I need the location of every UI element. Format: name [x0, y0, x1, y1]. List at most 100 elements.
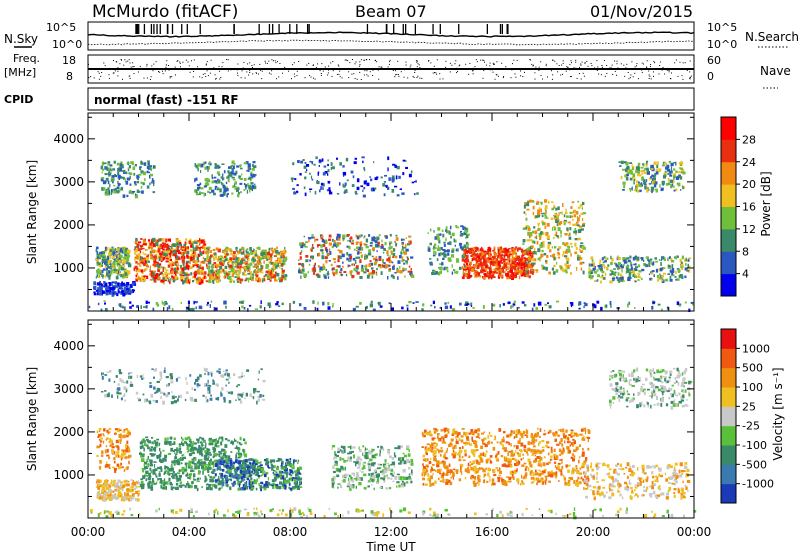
scatter-cell [279, 265, 281, 269]
scatter-cell [520, 248, 523, 253]
scatter-cell [432, 247, 436, 250]
scatter-cell [112, 494, 116, 498]
scatter-cell [362, 160, 364, 164]
scatter-cell [336, 193, 340, 195]
scatter-cell [355, 234, 357, 238]
scatter-cell [98, 274, 100, 277]
nave-dot [689, 77, 691, 79]
scatter-cell [459, 242, 463, 246]
scatter-cell [109, 439, 113, 444]
scatter-cell [479, 248, 483, 251]
scatter-cell [179, 240, 181, 243]
scatter-cell [578, 303, 580, 306]
scatter-cell [509, 247, 511, 250]
nave-dot [653, 71, 654, 73]
scatter-cell [681, 255, 684, 260]
nave-dot [575, 67, 577, 69]
scatter-cell [164, 301, 167, 304]
scatter-cell [359, 251, 363, 254]
nave-dot [552, 59, 554, 61]
scatter-cell [393, 264, 395, 267]
scatter-cell [515, 246, 518, 248]
scatter-cell [207, 273, 210, 277]
scatter-cell [108, 270, 111, 274]
scatter-cell [167, 471, 169, 475]
scatter-cell [582, 261, 585, 264]
scatter-cell [389, 233, 392, 237]
nave-dot [489, 69, 491, 71]
scatter-cell [303, 307, 307, 310]
scatter-cell [519, 272, 523, 275]
scatter-cell [369, 242, 373, 245]
scatter-cell [453, 269, 455, 271]
scatter-cell [140, 181, 143, 185]
scatter-cell [371, 267, 374, 270]
scatter-cell [101, 488, 105, 491]
scatter-cell [126, 466, 129, 469]
scatter-cell [159, 453, 162, 458]
scatter-cell [466, 243, 470, 246]
scatter-cell [218, 173, 221, 176]
scatter-cell [197, 187, 201, 190]
scatter-cell [299, 256, 302, 260]
scatter-cell [480, 256, 482, 260]
scatter-cell [306, 169, 308, 171]
scatter-cell [304, 162, 307, 164]
scatter-cell [115, 257, 118, 262]
nave-dot [428, 60, 430, 61]
scatter-cell [152, 276, 155, 280]
scatter-cell [145, 300, 148, 304]
scatter-cell [224, 273, 227, 277]
scatter-cell [109, 288, 111, 293]
scatter-cell [270, 258, 273, 262]
scatter-cell [214, 275, 218, 279]
scatter-cell [473, 257, 477, 260]
nave-dot [271, 59, 273, 61]
scatter-cell [224, 255, 227, 259]
nave-dot [266, 63, 268, 64]
scatter-cell [441, 263, 444, 266]
scatter-cell [391, 261, 394, 264]
scatter-cell [240, 260, 243, 265]
scatter-cell [127, 270, 131, 274]
scatter-cell [444, 249, 447, 253]
scatter-cell [472, 249, 474, 254]
scatter-cell [472, 264, 475, 266]
scatter-cell [134, 249, 138, 253]
scatter-cell [235, 255, 237, 260]
nave-dot [410, 68, 412, 70]
scatter-cell [643, 259, 645, 262]
scatter-cell [247, 166, 251, 170]
scatter-cell [216, 188, 220, 191]
scatter-cell [563, 214, 566, 218]
scatter-cell [327, 276, 330, 279]
scatter-cell [594, 280, 598, 282]
scatter-cell [110, 287, 113, 291]
scatter-cell [467, 250, 469, 253]
scatter-cell [123, 496, 127, 500]
scatter-cell [371, 255, 374, 258]
scatter-cell [341, 265, 344, 268]
nave-dot [111, 69, 113, 70]
scatter-cell [124, 492, 126, 496]
scatter-cell [463, 244, 467, 249]
scatter-cell [110, 283, 113, 286]
scatter-cell [368, 249, 372, 253]
freq-unit: [MHz] [4, 66, 36, 79]
scatter-cell [510, 266, 514, 269]
scatter-cell [404, 268, 407, 271]
scatter-cell [123, 268, 125, 271]
scatter-cell [681, 168, 685, 173]
scatter-cell [494, 263, 498, 267]
nave-dot [551, 78, 553, 80]
scatter-cell [99, 293, 102, 296]
scatter-cell [309, 190, 311, 193]
nave-dot [206, 70, 208, 72]
scatter-cell [100, 177, 105, 179]
scatter-cell [632, 270, 636, 274]
scatter-cell [195, 164, 199, 168]
scatter-cell [549, 249, 552, 253]
scatter-cell [465, 236, 467, 239]
scatter-cell [253, 261, 255, 265]
scatter-cell [204, 161, 207, 164]
